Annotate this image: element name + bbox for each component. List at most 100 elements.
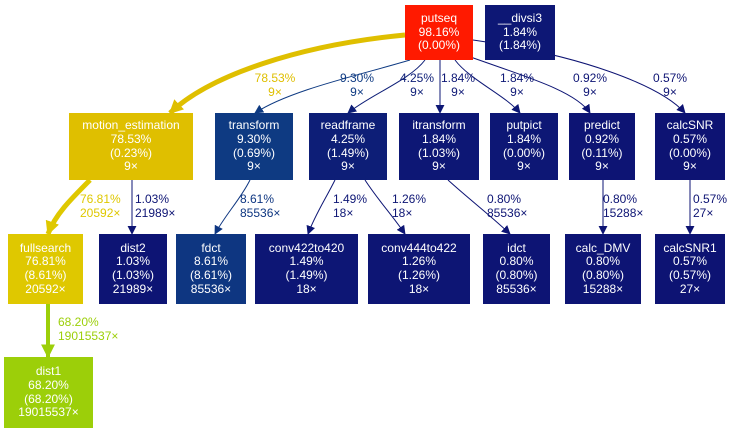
edge-percent: 1.03% [135,192,170,206]
call-count: 27× [679,281,701,296]
function-name: dist1 [35,364,62,379]
edge-call-count: 9× [510,84,524,99]
call-count: 18× [296,281,317,296]
total-percent: 8.61% [193,254,229,269]
function-name: fdct [201,240,221,255]
edge-motion-estimation-to-fullsearch [45,178,92,236]
total-percent: 9.30% [236,131,272,146]
edge-label-transform-to-fdct: 8.61% 85536× [240,192,280,220]
self-percent: (0.80%) [581,268,625,282]
call-count: 9× [683,159,697,174]
self-percent: (1.26%) [397,268,441,282]
edge-call-count: 21989× [135,205,176,220]
node-divsi3: __divsi3 1.84% (1.84%) [485,5,555,60]
edge-label-putseq-to-itransform: 1.84% 9× [428,71,488,99]
edge-percent: 0.92% [572,71,608,85]
self-percent: (8.61%) [189,268,233,282]
total-percent: 0.57% [672,254,708,269]
self-percent: (1.49%) [326,145,370,160]
edge-label-putseq-to-transform: 9.30% 9× [327,71,387,99]
self-percent: (1.03%) [111,268,155,282]
edge-label-predict-to-calc-dmv: 0.80% 15288× [603,192,643,220]
edge-call-count: 19015537× [58,328,119,343]
edge-label-putseq-to-putpict: 1.84% 9× [487,71,547,99]
call-count: 18× [408,281,430,296]
edge-percent: 9.30% [339,71,375,85]
edge-call-count: 18× [333,205,354,220]
total-percent: 1.26% [401,254,437,269]
total-percent: 76.81% [25,254,66,269]
edge-label-fullsearch-to-dist1: 68.20% 19015537× [58,315,119,343]
edge-percent: 0.80% [487,192,522,206]
call-count: 9× [247,159,261,174]
total-percent: 1.03% [115,254,151,269]
self-percent: (0.11%) [581,145,623,160]
total-percent: 0.80% [499,254,534,269]
edge-percent: 68.20% [58,315,99,329]
node-predict: predict 0.92% (0.11%) 9× [569,113,635,180]
edge-label-calcsnr-to-calcsnr1: 0.57% 27× [693,192,728,220]
edge-percent: 0.80% [603,192,638,206]
edge-putseq-to-transform [254,59,411,114]
edge-call-count: 20592× [80,205,121,220]
self-percent: (1.49%) [285,268,328,282]
self-percent: (0.57%) [668,268,712,282]
total-percent: 0.57% [672,131,708,146]
edge-putseq-to-predict [464,54,591,114]
edge-label-readframe-to-conv444to422: 1.26% 18× [392,192,426,220]
total-percent: 4.25% [330,131,366,146]
edge-label-putseq-to-predict: 0.92% 9× [560,71,620,99]
call-count: 20592× [25,281,66,296]
call-count: 9× [517,159,531,174]
total-percent: 1.84% [421,131,457,146]
edges-layer [41,32,695,359]
call-count: 9× [595,159,609,174]
call-count: 85536× [496,281,537,296]
total-percent: 0.80% [585,254,621,269]
node-itransform: itransform 1.84% (1.03%) 9× [399,113,479,180]
call-count: 9× [124,159,138,174]
edge-percent: 4.25% [399,71,435,85]
total-percent: 0.92% [584,131,620,146]
node-dist1: dist1 68.20% (68.20%) 19015537× [4,357,93,428]
self-percent: (0.00%) [668,145,712,160]
function-name: dist2 [120,240,146,255]
edge-call-count: 27× [693,205,714,220]
node-transform: transform 9.30% (0.69%) 9× [215,113,293,180]
function-name: idct [507,240,526,255]
edge-percent: 76.81% [80,192,121,206]
self-percent: (8.61%) [24,268,67,282]
edge-call-count: 85536× [487,205,528,220]
self-percent: (68.20%) [24,391,73,406]
edge-call-count: 9× [451,84,465,99]
total-percent: 68.20% [28,377,69,392]
call-count: 9× [341,159,355,174]
edge-percent: 0.57% [693,192,728,206]
node-dist2: dist2 1.03% (1.03%) 21989× [99,234,167,304]
node-putpict: putpict 1.84% (0.00%) 9× [490,113,558,180]
function-name: conv422to420 [268,240,345,255]
node-motion-estimation: motion_estimation 78.53% (0.23%) 9× [69,113,193,180]
edge-label-motion-estimation-to-dist2: 1.03% 21989× [135,192,176,220]
total-percent: 1.84% [502,24,538,39]
edge-label-itransform-to-idct: 0.80% 85536× [487,192,528,220]
node-calcsnr1: calcSNR1 0.57% (0.57%) 27× [655,234,725,304]
edge-percent: 1.84% [499,71,535,85]
self-percent: (0.00%) [417,38,461,53]
function-name: predict [583,118,621,133]
edge-call-count: 9× [583,84,597,99]
call-count: 21989× [112,281,154,296]
self-percent: (1.03%) [417,145,461,160]
function-name: calcSNR [666,118,714,133]
edge-call-count: 18× [392,205,413,220]
function-name: fullsearch [19,240,72,255]
total-percent: 1.84% [506,131,542,146]
function-name: readframe [320,118,376,133]
function-name: calc_DMV [575,240,631,255]
self-percent: (0.00%) [502,145,546,160]
node-idct: idct 0.80% (0.80%) 85536× [483,234,550,304]
function-name: calcSNR1 [663,240,717,255]
edge-call-count: 9× [268,84,282,99]
edge-readframe-to-conv422to420 [306,179,336,235]
node-conv422to420: conv422to420 1.49% (1.49%) 18× [255,234,358,304]
